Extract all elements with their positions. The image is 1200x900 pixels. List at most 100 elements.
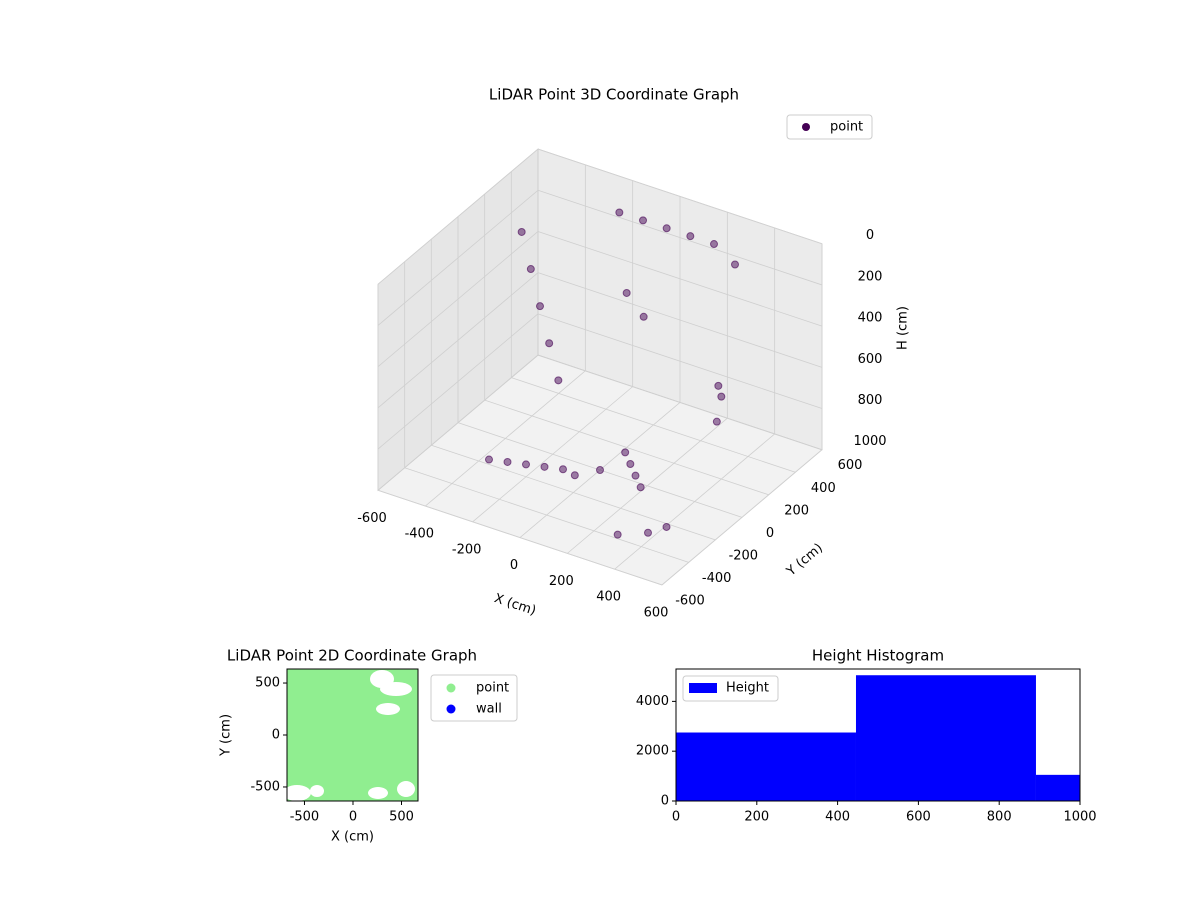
plot-frame <box>675 668 1081 802</box>
x-axis-label: X (cm) <box>331 830 374 845</box>
gap <box>368 787 388 799</box>
gap <box>380 682 412 696</box>
point <box>714 381 723 390</box>
bars <box>676 675 1080 801</box>
point <box>631 471 640 480</box>
z-tick-label: 0 <box>866 228 874 243</box>
point <box>526 265 535 274</box>
point <box>662 224 671 233</box>
point <box>639 312 648 321</box>
point <box>570 471 579 480</box>
gap <box>283 785 311 801</box>
point <box>644 528 652 537</box>
point <box>615 208 624 217</box>
grid-line <box>537 231 823 327</box>
gap <box>376 703 400 715</box>
x-tick-label: -600 <box>357 511 387 526</box>
point <box>613 530 622 539</box>
z-tick-label: 200 <box>858 269 883 284</box>
x-tick-label: 200 <box>744 810 769 825</box>
point <box>621 448 630 457</box>
grid-line <box>377 489 663 586</box>
legend-box <box>786 114 873 140</box>
y-tick-label: 0 <box>766 526 774 541</box>
point <box>517 227 526 236</box>
z-axis-label: H (cm) <box>896 306 911 350</box>
y-tick-label: 500 <box>255 676 280 691</box>
x-tick-label: 400 <box>596 590 621 605</box>
legend-marker <box>689 683 717 693</box>
x-tick-label: 0 <box>672 810 680 825</box>
y-tick-label: 2000 <box>636 744 669 759</box>
y-tick-label: 400 <box>811 481 836 496</box>
point <box>554 376 563 385</box>
x-tick-label: 400 <box>825 810 850 825</box>
grid-line <box>511 377 796 473</box>
point <box>686 232 695 241</box>
legend-label: point <box>476 681 509 696</box>
x-tick-label: -200 <box>452 542 482 557</box>
z-tick-label: 800 <box>858 393 883 408</box>
x-tick-label: 0 <box>510 558 518 573</box>
y-tick-label: -600 <box>675 593 705 608</box>
grid-line <box>377 272 539 409</box>
grid-line <box>377 354 539 491</box>
legend-marker <box>802 123 810 131</box>
y-tick-label: 4000 <box>636 694 669 709</box>
point <box>540 462 549 471</box>
point <box>536 302 544 311</box>
chart-title: Height Histogram <box>812 647 944 665</box>
grid-line <box>537 189 823 286</box>
grid-line <box>377 231 539 367</box>
z-tick-label: 1000 <box>853 434 886 449</box>
grid-line <box>537 354 823 451</box>
x-tick-label: 600 <box>906 810 931 825</box>
point <box>662 522 671 531</box>
y-tick-label: -200 <box>729 548 759 563</box>
legend-box <box>682 675 779 702</box>
grid-line <box>377 189 539 326</box>
grid-line <box>537 313 823 409</box>
x-tick-label: 0 <box>349 810 357 825</box>
gap <box>397 781 415 797</box>
point <box>636 483 645 492</box>
grid-line <box>484 399 769 496</box>
legend-marker <box>446 683 456 693</box>
y-tick-label: 600 <box>838 458 863 473</box>
x-tick-label: 500 <box>389 810 414 825</box>
y-tick-label: 200 <box>784 503 809 518</box>
x-axis-label: X (cm) <box>492 591 538 619</box>
point <box>710 240 718 249</box>
bar <box>676 732 856 801</box>
grid-line <box>377 313 539 450</box>
y-axis-label: Y (cm) <box>219 714 234 757</box>
x-tick-label: 200 <box>549 574 574 589</box>
x-tick-label: -400 <box>405 527 435 542</box>
y-tick-label: -400 <box>702 571 732 586</box>
point <box>622 288 631 297</box>
grid-line <box>537 272 823 368</box>
y-tick-label: 0 <box>661 794 669 809</box>
point <box>596 466 604 474</box>
y-axis-label: Y (cm) <box>783 541 826 580</box>
chart-title: LiDAR Point 2D Coordinate Graph <box>227 647 477 665</box>
z-tick-label: 600 <box>858 352 883 367</box>
legend-label: Height <box>726 681 769 696</box>
x-tick-label: 800 <box>987 810 1012 825</box>
chart-title: LiDAR Point 3D Coordinate Graph <box>489 86 739 104</box>
y-tick-label: 0 <box>272 728 280 743</box>
bar <box>1035 774 1080 801</box>
grid-line <box>537 148 823 245</box>
point <box>485 455 493 464</box>
point <box>731 260 739 269</box>
point <box>559 465 567 474</box>
legend-marker <box>446 704 456 714</box>
z-tick-label: 400 <box>858 311 883 326</box>
x-tick-label: 600 <box>644 605 669 620</box>
legend-label: point <box>830 120 863 135</box>
point <box>712 417 721 426</box>
point <box>626 460 635 469</box>
grid-line <box>404 467 689 563</box>
point <box>639 216 647 225</box>
